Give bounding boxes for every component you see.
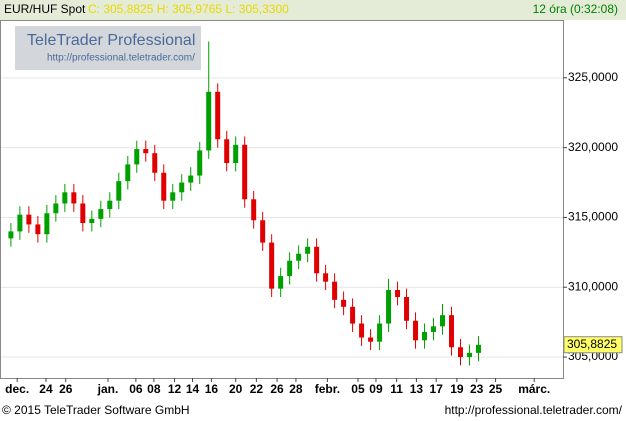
candle-body: [404, 297, 410, 321]
y-tick-label: 320,0000: [568, 140, 618, 154]
candle-body: [224, 139, 230, 163]
candle-body: [287, 260, 293, 277]
candle-body: [431, 326, 437, 332]
candle-body: [206, 91, 212, 151]
candle-body: [440, 315, 446, 327]
x-tick-label: 19: [450, 382, 464, 396]
candle-body: [161, 172, 167, 201]
x-tick-label: 08: [147, 382, 161, 396]
x-tick-label: 06: [129, 382, 143, 396]
candle-body: [179, 182, 185, 193]
candle-body: [152, 153, 158, 173]
candle-body: [134, 149, 140, 165]
candle-body: [278, 276, 284, 289]
copyright: © 2015 TeleTrader Software GmbH: [2, 403, 190, 417]
y-tick-label: 315,0000: [568, 210, 618, 224]
x-tick-label: 11: [390, 382, 403, 396]
candle-body: [305, 246, 311, 254]
candle-body: [359, 323, 365, 338]
candle-body: [368, 337, 374, 342]
x-tick-label: 13: [410, 382, 424, 396]
quote: C: 305,8825 H: 305,9765 L: 305,3300: [88, 2, 289, 16]
x-tick-label: 16: [205, 382, 219, 396]
candle-body: [314, 246, 320, 274]
candle-body: [260, 220, 266, 243]
x-tick-label: 25: [489, 382, 503, 396]
x-tick-label: 09: [369, 382, 383, 396]
watermark-box: [15, 26, 201, 70]
candle-body: [413, 320, 419, 341]
candle-body: [143, 149, 149, 154]
candle-body: [35, 224, 41, 235]
watermark-url: http://professional.teletrader.com/: [47, 53, 195, 64]
candle-body: [98, 209, 104, 219]
x-tick-label: 12: [168, 382, 182, 396]
candle-body: [422, 331, 428, 341]
plot-area: [0, 20, 564, 379]
candle-body: [386, 290, 392, 324]
watermark-title: TeleTrader Professional: [27, 32, 195, 49]
y-tick-label: 325,0000: [568, 70, 618, 84]
candle-body: [125, 164, 131, 182]
x-tick-label: 05: [351, 382, 365, 396]
candle-body: [116, 181, 122, 201]
x-tick-label: 26: [59, 382, 73, 396]
candle-body: [53, 203, 59, 214]
footer-url: http://professional.teletrader.com/: [445, 403, 623, 417]
candle-body: [269, 242, 275, 289]
candle-body: [475, 344, 481, 353]
candle-body: [457, 347, 463, 358]
x-tick-label: 17: [430, 382, 444, 396]
candle-body: [8, 231, 14, 239]
x-tick-label: jan.: [97, 382, 119, 396]
last-price-label: 305,8825: [567, 337, 617, 351]
candle-body: [377, 323, 383, 342]
candle-body: [62, 192, 68, 204]
x-tick-label: 26: [270, 382, 284, 396]
x-tick-label: márc.: [518, 382, 550, 396]
candle-body: [44, 213, 50, 235]
header-bar: [0, 0, 626, 20]
candle-body: [251, 199, 257, 221]
x-tick-label: 28: [289, 382, 303, 396]
candle-body: [188, 175, 194, 183]
candle-body: [466, 352, 472, 358]
candle-body: [170, 192, 176, 201]
candle-body: [89, 218, 95, 224]
y-tick-label: 310,0000: [568, 279, 618, 293]
x-tick-label: febr.: [315, 382, 340, 396]
candle-body: [233, 144, 239, 163]
x-tick-label: 23: [470, 382, 484, 396]
candle-body: [332, 281, 338, 300]
candle-body: [71, 192, 77, 204]
candle-body: [448, 315, 454, 348]
x-tick-label: 14: [186, 382, 200, 396]
last-price-box: [563, 336, 623, 354]
x-tick-label: 24: [39, 382, 53, 396]
candle-body: [17, 214, 23, 232]
candle-body: [80, 203, 86, 224]
candle-body: [26, 214, 32, 225]
candle-body: [395, 290, 401, 298]
x-tick-label: 20: [229, 382, 243, 396]
x-tick-label: 22: [250, 382, 264, 396]
symbol: EUR/HUF Spot: [4, 2, 86, 16]
candle-body: [107, 200, 113, 210]
candle-body: [242, 144, 248, 200]
candle-body: [197, 150, 203, 176]
candle-body: [341, 299, 347, 307]
candle-body: [215, 91, 221, 140]
candle-body: [296, 253, 302, 261]
x-tick-label: dec.: [5, 382, 29, 396]
interval: 12 óra (0:32:08): [533, 2, 618, 16]
candle-body: [350, 306, 356, 324]
candle-body: [323, 273, 329, 282]
